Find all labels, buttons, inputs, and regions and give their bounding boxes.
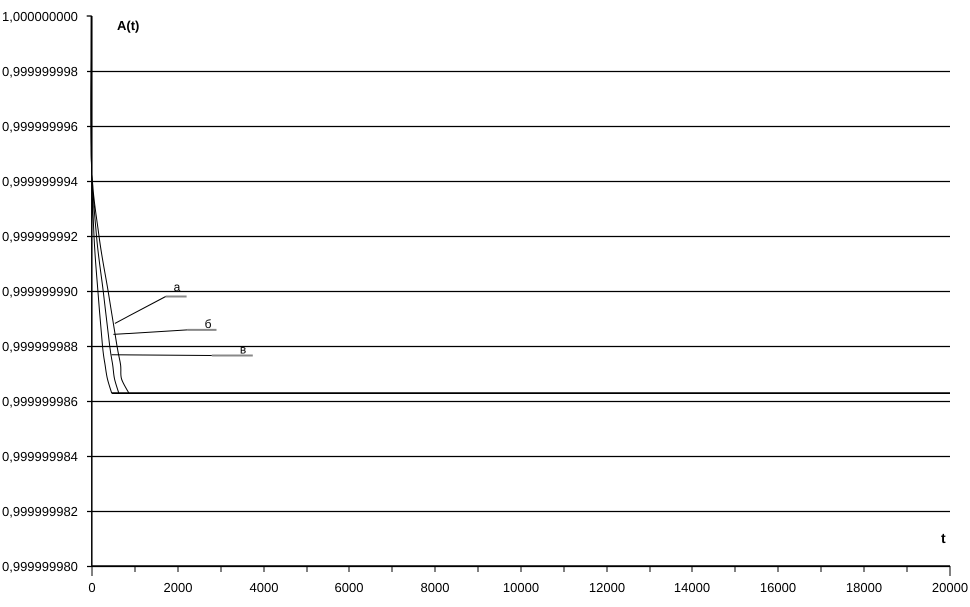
- svg-text:2000: 2000: [164, 580, 193, 595]
- svg-text:a: a: [174, 280, 181, 294]
- svg-text:14000: 14000: [674, 580, 710, 595]
- svg-text:0: 0: [88, 580, 95, 595]
- svg-text:10000: 10000: [503, 580, 539, 595]
- svg-text:0,999999990: 0,999999990: [2, 284, 78, 299]
- svg-text:0,999999998: 0,999999998: [2, 64, 78, 79]
- svg-text:16000: 16000: [760, 580, 796, 595]
- svg-text:0,999999996: 0,999999996: [2, 119, 78, 134]
- svg-text:6000: 6000: [335, 580, 364, 595]
- svg-text:0,999999986: 0,999999986: [2, 394, 78, 409]
- svg-text:0,999999988: 0,999999988: [2, 339, 78, 354]
- svg-text:0,999999984: 0,999999984: [2, 449, 78, 464]
- svg-text:12000: 12000: [589, 580, 625, 595]
- svg-text:0,999999980: 0,999999980: [2, 559, 78, 574]
- svg-text:4000: 4000: [250, 580, 279, 595]
- svg-text:в: в: [240, 343, 246, 357]
- svg-text:1,000000000: 1,000000000: [2, 9, 78, 24]
- svg-text:0,999999994: 0,999999994: [2, 174, 78, 189]
- svg-text:18000: 18000: [846, 580, 882, 595]
- svg-text:t: t: [941, 530, 946, 546]
- svg-text:A(t): A(t): [117, 18, 139, 33]
- svg-text:0,999999982: 0,999999982: [2, 504, 78, 519]
- svg-text:20000: 20000: [932, 580, 968, 595]
- svg-text:0,999999992: 0,999999992: [2, 229, 78, 244]
- svg-text:8000: 8000: [421, 580, 450, 595]
- svg-text:б: б: [205, 317, 212, 331]
